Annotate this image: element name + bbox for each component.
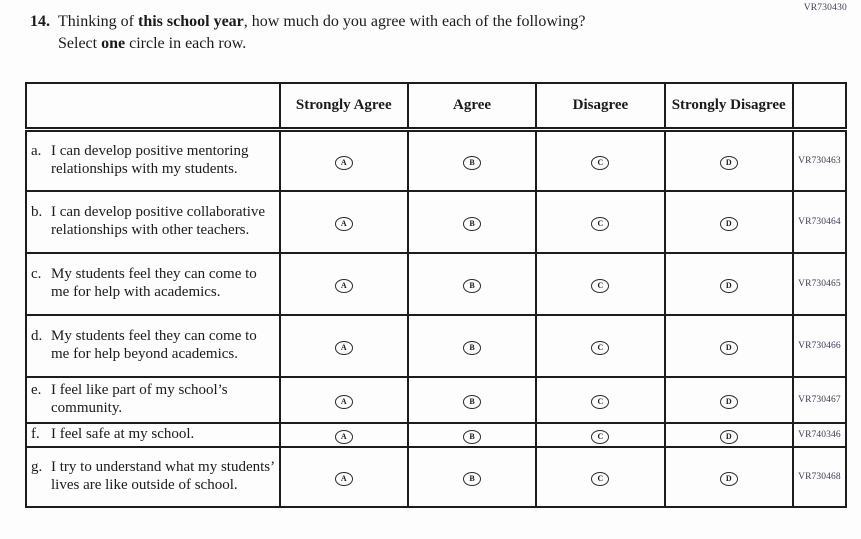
option-bubble-d[interactable]: D [719,395,738,409]
option-bubble-a[interactable]: A [334,472,353,486]
row-statement: I feel like part of my school’s communit… [51,382,228,416]
option-bubble-c[interactable]: C [591,155,610,170]
row-statement: I feel safe at my school. [51,426,195,443]
option-bubble-c[interactable]: C [591,217,610,231]
option-bubble-c[interactable]: C [591,472,610,486]
row-letter: b. [31,204,43,221]
header-row: Strongly Agree Agree Disagree Strongly D… [25,82,848,132]
code-column-header [791,82,848,132]
option-bubble-c[interactable]: C [591,395,610,409]
option-bubble-c[interactable]: C [591,341,610,355]
option-bubble-c[interactable]: C [591,430,610,444]
table-row-d: d. My students feel they can come to me f… [25,314,848,378]
question-text: Thinking of this school year, how much d… [58,11,585,54]
option-bubble-d[interactable]: D [719,472,738,486]
row-code: VR730463 [791,128,848,192]
row-code: VR730465 [791,252,848,316]
option-bubble-b[interactable]: B [463,341,482,355]
option-bubble-d[interactable]: D [719,155,738,170]
row-letter: e. [31,382,42,399]
option-bubble-a[interactable]: A [334,395,353,409]
option-bubble-b[interactable]: B [463,472,482,486]
column-header-disagree: Disagree [535,82,666,132]
row-code: VR730466 [791,314,848,378]
agreement-table: Strongly Agree Agree Disagree Strongly D… [25,82,848,508]
question-line1: Thinking of this school year, how much d… [58,13,586,30]
option-bubble-b[interactable]: B [463,217,482,231]
question-line2: Select one circle in each row. [58,34,247,52]
option-bubble-a[interactable]: A [334,217,353,231]
option-bubble-a[interactable]: A [334,279,353,293]
table-row-f: f. I feel safe at my school. A B C D VR74… [25,422,848,448]
column-header-agree: Agree [406,82,538,132]
table-row-b: b. I can develop positive collaborative r… [25,190,848,254]
option-bubble-b[interactable]: B [463,155,482,170]
row-statement: My students feel they can come to me for… [51,328,257,362]
column-header-strongly-disagree: Strongly Disagree [663,82,794,132]
row-statement: I try to understand what my students’ li… [51,459,275,493]
table-row-c: c. My students feel they can come to me f… [25,252,848,316]
row-code: VR730464 [791,190,848,254]
question-block: 14. Thinking of this school year, how mu… [30,11,790,54]
row-letter: f. [31,426,40,443]
option-bubble-a[interactable]: A [334,155,353,170]
row-code: VR730468 [791,446,848,508]
row-letter: a. [31,143,42,160]
option-bubble-d[interactable]: D [719,279,738,293]
option-bubble-b[interactable]: B [463,395,482,409]
option-bubble-c[interactable]: C [591,279,610,293]
table-row-g: g. I try to understand what my students’ … [25,446,848,508]
row-letter: c. [31,266,42,283]
page-code: VR730430 [803,3,847,13]
option-bubble-d[interactable]: D [719,341,738,355]
row-statement: I can develop positive collaborative rel… [51,204,266,238]
row-statement: I can develop positive mentoring relatio… [51,143,249,177]
table-row-e: e. I feel like part of my school’s commun… [25,376,848,424]
statement-column-header [25,82,281,132]
table-row-a: a. I can develop positive mentoring relat… [25,128,848,192]
row-letter: g. [31,459,43,476]
option-bubble-a[interactable]: A [334,430,353,444]
option-bubble-b[interactable]: B [463,279,482,293]
option-bubble-d[interactable]: D [719,430,738,444]
question-number: 14. [30,13,50,30]
column-header-strongly-agree: Strongly Agree [278,82,409,132]
row-code: VR730467 [791,376,848,424]
option-bubble-b[interactable]: B [463,430,482,444]
row-code: VR740346 [791,422,848,448]
option-bubble-d[interactable]: D [719,217,738,231]
row-letter: d. [31,328,43,345]
row-statement: My students feel they can come to me for… [51,266,257,300]
option-bubble-a[interactable]: A [334,341,353,355]
